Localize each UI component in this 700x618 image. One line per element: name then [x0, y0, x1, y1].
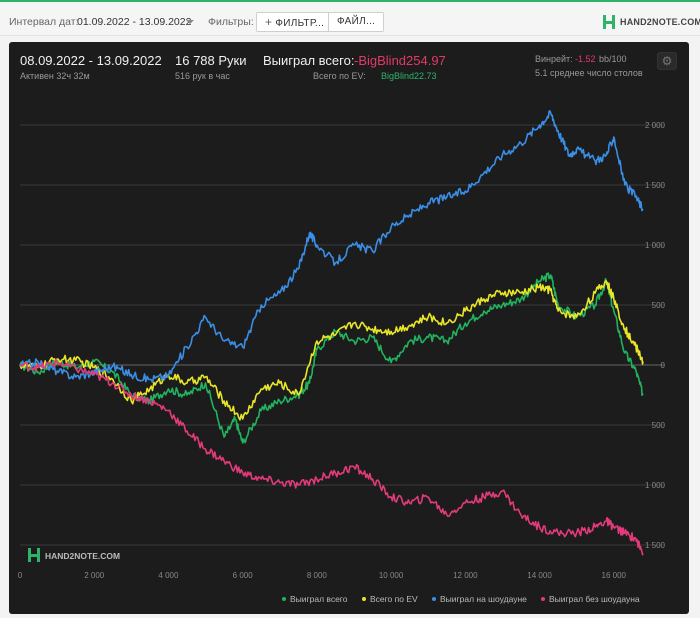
- hands-count: 16 788 Руки: [175, 53, 247, 68]
- y-tick-label: 2 000: [645, 121, 666, 130]
- y-tick-label: 500: [652, 301, 666, 310]
- y-tick-label: 0: [661, 361, 666, 370]
- legend-item-won[interactable]: Выиграл всего: [282, 594, 347, 606]
- legend-item-ev[interactable]: Всего по EV: [362, 594, 418, 606]
- logo-icon: [603, 15, 615, 29]
- legend-label-ev: Всего по EV: [370, 594, 418, 604]
- series-line-1: [19, 272, 644, 444]
- filter-button-label: ФИЛЬТР...: [275, 18, 325, 29]
- graph-date-range: 08.09.2022 - 13.09.2022: [20, 53, 162, 68]
- won-total-label: Выиграл всего:: [263, 53, 355, 68]
- legend-item-nonshowdown[interactable]: Выиграл без шоудауна: [541, 594, 640, 606]
- active-time: Активен 32ч 32м: [20, 71, 90, 81]
- ev-total-label: Всего по EV:: [313, 71, 366, 81]
- x-tick-label: 2 000: [84, 571, 105, 580]
- watermark-text: HAND2NOTE.COM: [45, 551, 121, 561]
- ev-total-value: BigBlind22.73: [381, 71, 437, 81]
- x-tick-label: 14 000: [527, 571, 552, 580]
- legend-dot: [432, 597, 436, 601]
- graph-panel: 08.09.2022 - 13.09.2022 Активен 32ч 32м …: [9, 42, 689, 614]
- legend-dot: [282, 597, 286, 601]
- settings-button[interactable]: ⚙: [657, 52, 677, 70]
- chart-grid: [20, 124, 664, 546]
- x-tick-label: 12 000: [453, 571, 478, 580]
- series-line-2: [19, 280, 644, 421]
- series-line-4: [19, 358, 644, 556]
- legend-label-nonshowdown: Выиграл без шоудауна: [549, 594, 640, 604]
- won-total-value: -BigBlind254.97: [354, 53, 446, 68]
- winrate-label: Винрейт:: [535, 54, 573, 64]
- watermark-logo-icon: [28, 548, 40, 562]
- gear-icon: ⚙: [661, 54, 673, 68]
- series-line-3: [19, 110, 644, 383]
- hands-per-hour: 516 рук в час: [175, 71, 230, 81]
- filters-label: Фильтры:: [208, 16, 254, 28]
- y-tick-label: 1 500: [645, 541, 666, 550]
- avg-tables: 5.1 среднее число столов: [535, 68, 643, 78]
- y-tick-label: 1 000: [645, 481, 666, 490]
- file-button-label: ФАЙЛ...: [337, 16, 376, 27]
- chart-ticks: 2 000 1 500 1 000 500 0 500 1 000 1 500 0 2 000 4 …: [18, 121, 666, 580]
- legend-dot: [362, 597, 366, 601]
- x-tick-label: 10 000: [379, 571, 404, 580]
- date-range-select[interactable]: 01.09.2022 - 13.09.2022: [77, 16, 192, 28]
- legend-item-showdown[interactable]: Выиграл на шоудауне: [432, 594, 527, 606]
- y-tick-label: 500: [652, 421, 666, 430]
- legend-label-won: Выиграл всего: [290, 594, 348, 604]
- file-button[interactable]: ФАЙЛ...: [328, 12, 385, 32]
- y-tick-label: 1 500: [645, 181, 666, 190]
- x-tick-label: 4 000: [158, 571, 179, 580]
- legend-dot: [541, 597, 545, 601]
- chart-series: [19, 110, 644, 556]
- date-range-label: Интервал дат:: [9, 16, 79, 28]
- y-tick-label: 1 000: [645, 241, 666, 250]
- top-toolbar: Интервал дат: 01.09.2022 - 13.09.2022 Фи…: [0, 0, 700, 36]
- x-tick-label: 6 000: [233, 571, 254, 580]
- x-tick-label: 0: [18, 571, 23, 580]
- x-tick-label: 8 000: [307, 571, 328, 580]
- winrate-value: -1.52: [575, 54, 596, 64]
- plus-icon: +: [265, 15, 273, 29]
- winrate-unit: bb/100: [599, 54, 627, 64]
- chevron-down-icon[interactable]: [186, 20, 194, 24]
- x-tick-label: 16 000: [602, 571, 627, 580]
- logo-text: HAND2NOTE.COM: [620, 17, 700, 27]
- legend-label-showdown: Выиграл на шоудауне: [440, 594, 527, 604]
